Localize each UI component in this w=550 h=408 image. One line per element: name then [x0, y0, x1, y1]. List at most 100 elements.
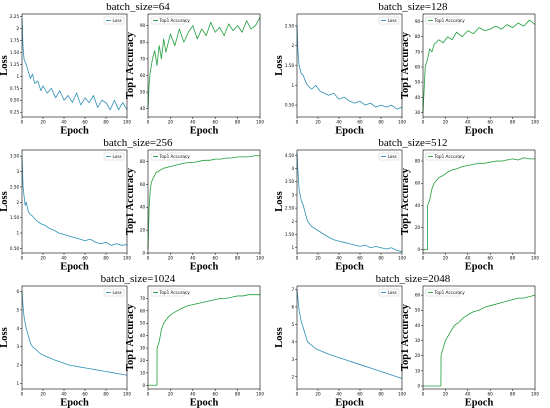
chart-1-accuracy-plot-xtick-label: 0 — [147, 120, 150, 125]
chart-5-accuracy-plot-xtick-label: 0 — [147, 392, 150, 397]
chart-1-accuracy-plot-ytick-label: 70 — [140, 56, 146, 61]
chart-3-title: batch_size=256 — [103, 137, 173, 149]
chart-3-loss-plot-ytick-label: 3.50 — [10, 154, 20, 159]
chart-2-accuracy-plot-series-line — [422, 19, 536, 113]
chart-4-accuracy-plot-xtick-label: 60 — [488, 256, 494, 261]
chart-1-accuracy-plot-xlabel: Epoch — [190, 126, 219, 137]
chart-2-accuracy-plot-xtick-label: 60 — [488, 120, 494, 125]
chart-1-loss-plot-xtick-label: 80 — [103, 120, 109, 125]
chart-3-accuracy-plot-frame — [147, 149, 261, 254]
chart-3-loss-plot-ytick-label: 2.50 — [10, 184, 20, 189]
chart-3-accuracy-plot-xtick-label: 40 — [190, 256, 196, 261]
chart-4-accuracy-plot-ytick-label: 40 — [415, 203, 421, 208]
chart-6-loss-plot-series-line — [296, 289, 403, 379]
chart-5-loss-plot-xtick-label: 20 — [40, 392, 46, 397]
chart-3-loss-plot-legend-box — [103, 152, 125, 161]
chart-5-accuracy-plot-xtick-label: 80 — [235, 392, 241, 397]
chart-6-accuracy-plot-ytick-label: 60 — [415, 293, 421, 298]
chart-5-accuracy-plot-xtick-label: 40 — [190, 392, 196, 397]
chart-3-loss-plot-ytick-label: 0.50 — [10, 246, 20, 251]
chart-1-loss-plot-legend-label: Loss — [113, 18, 122, 23]
chart-5-loss-plot-ylabel: Loss — [0, 327, 10, 347]
chart-6-loss-plot-ytick-label: 6 — [292, 304, 295, 309]
chart-4-accuracy-plot-xlabel: Epoch — [465, 262, 494, 273]
chart-1-loss-plot-ytick-label: 1.50 — [10, 50, 20, 55]
chart-1-accuracy-plot-xtick-label: 80 — [235, 120, 241, 125]
chart-2-accuracy-plot-xtick-label: 100 — [531, 120, 539, 125]
chart-6-loss-plot-ytick-label: 3 — [292, 357, 295, 362]
chart-1-accuracy-plot-legend-label: Top1 Accuracy — [159, 18, 191, 23]
chart-3-loss-plot-frame — [21, 149, 128, 254]
chart-1-accuracy-plot-legend-box — [150, 16, 186, 25]
chart-6-loss-plot-legend-box — [378, 288, 400, 297]
chart-2-loss-plot-legend-box — [378, 16, 400, 25]
chart-4-loss-plot-xtick-label: 80 — [378, 256, 384, 261]
chart-1-loss-plot-ytick-label: 0.25 — [10, 110, 20, 115]
chart-1-loss-plot-ytick-label: 1 — [17, 74, 20, 79]
chart-1-loss-plot-ytick-label: 1.75 — [10, 38, 20, 43]
chart-2-accuracy-plot-ytick-label: 60 — [415, 65, 421, 70]
chart-4-loss-plot-xtick-label: 0 — [296, 256, 299, 261]
chart-1-loss-plot-xtick-label: 0 — [21, 120, 24, 125]
chart-5-accuracy-plot-ytick-label: 60 — [140, 308, 146, 313]
chart-2-accuracy-plot: 0 20 40 60 80 100 30 40 50 60 70 80 90 Epoch Top1 Accu… — [400, 13, 539, 137]
chart-5-accuracy-plot-xlabel: Epoch — [190, 398, 219, 408]
chart-1-loss-plot-xtick-label: 20 — [40, 120, 46, 125]
chart-2-accuracy-plot-ytick-label: 30 — [415, 110, 421, 115]
chart-2-accuracy-plot-xlabel: Epoch — [465, 126, 494, 137]
chart-4-accuracy-plot-ytick-label: 60 — [415, 181, 421, 186]
chart-6-loss-plot-xlabel: Epoch — [335, 398, 364, 408]
chart-5-loss-plot-xtick-label: 100 — [123, 392, 131, 397]
chart-3-loss-plot-legend-label: Loss — [113, 154, 122, 159]
chart-1-accuracy-plot-ylabel: Top1 Accuracy — [125, 31, 136, 99]
chart-2-accuracy-plot-ytick-label: 90 — [415, 19, 421, 24]
chart-4-accuracy-plot-legend-label: Top1 Accuracy — [434, 154, 466, 159]
chart-2-accuracy-plot-legend-box — [425, 16, 461, 25]
chart-5-accuracy-plot-xtick-label: 60 — [213, 392, 219, 397]
chart-3-accuracy-plot-ylabel: Top1 Accuracy — [125, 167, 136, 235]
chart-1-title: batch_size=64 — [106, 1, 170, 13]
chart-3-loss-plot-ytick-label: 2 — [17, 200, 20, 205]
chart-4-accuracy-plot: 0 20 40 60 80 100 0 20 40 60 80 Epoch Top1 Accuracy T… — [400, 149, 539, 273]
chart-6-accuracy-plot-series-line — [423, 294, 536, 387]
chart-1-accuracy-plot-series-line — [147, 17, 261, 109]
chart-3-loss-plot-series-line — [21, 156, 128, 246]
chart-6-loss-plot-ylabel: Loss — [274, 327, 285, 347]
chart-4-accuracy-plot-legend: Top1 Accuracy — [425, 152, 466, 161]
chart-4-title: batch_size=512 — [378, 137, 447, 149]
chart-5-accuracy-plot-frame — [147, 285, 261, 390]
chart-1-loss-plot-xtick-label: 60 — [82, 120, 88, 125]
chart-6-accuracy-plot-legend-box — [425, 288, 461, 297]
chart-3-accuracy-plot-ytick-label: 0 — [143, 251, 146, 256]
chart-4-loss-plot: 0 20 40 60 80 100 1 1.50 2 2.50 3 3.50 4 4.50 Epoch Los… — [274, 149, 406, 273]
chart-4-loss-plot-ytick-label: 4 — [292, 166, 295, 171]
chart-3-loss-plot-xtick-label: 80 — [103, 256, 109, 261]
chart-4-loss-plot-ytick-label: 3 — [292, 192, 295, 197]
chart-3-accuracy-plot-legend-box — [150, 152, 186, 161]
chart-1-accuracy-plot-ytick-label: 40 — [140, 106, 146, 111]
chart-4-accuracy-plot-xtick-label: 80 — [510, 256, 516, 261]
chart-4-accuracy-plot-xtick-label: 0 — [422, 256, 425, 261]
chart-5-accuracy-plot-ytick-label: 40 — [140, 333, 146, 338]
chart-2-loss-plot-series-line — [296, 25, 403, 110]
chart-2-accuracy-plot-ylabel: Top1 Accuracy — [400, 31, 411, 99]
chart-1-loss-plot: 0 20 40 60 80 100 0.25 0.50 0.75 1 1.25 1.50 1.75 2 2.… — [0, 13, 131, 137]
chart-5-loss-plot-xtick-label: 60 — [82, 392, 88, 397]
chart-4-loss-plot-xtick-label: 60 — [357, 256, 363, 261]
chart-6-accuracy-plot-frame — [422, 285, 536, 390]
chart-2-loss-plot-ylabel: Loss — [274, 55, 285, 75]
chart-6-loss-plot: 0 20 40 60 80 100 2 3 4 5 6 7 Epoch Loss Loss — [274, 285, 406, 408]
chart-3-loss-plot-xtick-label: 0 — [21, 256, 24, 261]
chart-4-accuracy-plot-frame — [422, 149, 536, 254]
chart-2-loss-plot-ytick-label: 1 — [292, 83, 295, 88]
chart-1-loss-plot-xlabel: Epoch — [60, 126, 89, 137]
chart-1-accuracy-plot-ytick-label: 80 — [140, 40, 146, 45]
chart-4-loss-plot-ytick-label: 3.50 — [285, 179, 295, 184]
chart-2-loss-plot-legend-label: Loss — [388, 18, 397, 23]
chart-1-accuracy-plot-xtick-label: 40 — [190, 120, 196, 125]
chart-1-loss-plot-ytick-label: 2.25 — [10, 14, 20, 19]
chart-5-accuracy-plot-xtick-label: 100 — [256, 392, 264, 397]
chart-6-accuracy-plot-ytick-label: 30 — [415, 338, 421, 343]
chart-4-accuracy-plot-xtick-label: 20 — [443, 256, 449, 261]
